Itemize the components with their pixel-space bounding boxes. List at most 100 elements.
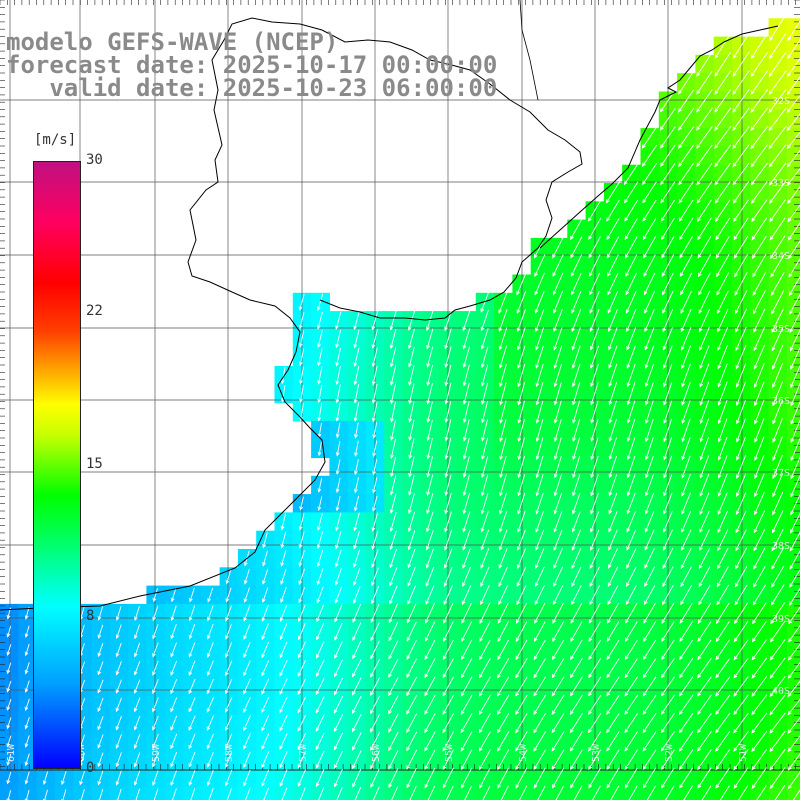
wind-arrow — [481, 437, 489, 460]
wind-arrow — [553, 511, 563, 533]
wind-arrow — [715, 676, 731, 697]
wind-arrow — [769, 199, 786, 223]
wind-arrow — [443, 621, 454, 642]
wind-arrow — [462, 419, 470, 442]
wind-arrow — [97, 770, 104, 786]
wind-cell — [786, 750, 800, 770]
wind-cell — [786, 219, 800, 239]
wind-arrow — [243, 733, 251, 750]
wind-arrow — [642, 713, 657, 734]
wind-cell — [786, 274, 800, 294]
wind-arrow — [788, 258, 800, 278]
wind-arrow — [334, 641, 343, 659]
wind-arrow — [588, 658, 602, 679]
wind-arrow — [589, 254, 601, 277]
wind-arrow — [715, 199, 731, 222]
wind-arrow — [498, 529, 508, 551]
wind-arrow — [607, 566, 619, 588]
wind-arrow — [333, 732, 344, 751]
wind-arrow — [699, 436, 710, 461]
wind-arrow — [515, 639, 528, 661]
wind-arrow — [279, 678, 288, 695]
wind-arrow — [97, 752, 104, 768]
wind-arrow — [444, 492, 452, 515]
wind-arrow — [768, 125, 787, 150]
wind-cell — [786, 622, 800, 642]
wind-arrow — [352, 732, 362, 751]
wind-arrow — [499, 492, 507, 515]
wind-arrow — [644, 363, 655, 388]
wind-arrow — [334, 750, 344, 769]
wind-cell — [622, 786, 642, 800]
wind-arrow — [515, 749, 528, 771]
wind-arrow — [407, 530, 416, 551]
longitude-label: 58W — [224, 743, 235, 762]
wind-arrow — [570, 621, 583, 642]
wind-arrow — [389, 347, 397, 368]
wind-arrow — [481, 364, 489, 387]
wind-arrow — [644, 290, 656, 314]
wind-arrow — [517, 437, 525, 461]
wind-arrow — [732, 70, 750, 95]
wind-arrow — [786, 113, 800, 132]
wind-arrow — [371, 347, 378, 368]
wind-arrow — [442, 694, 454, 715]
wind-arrow — [515, 694, 528, 715]
wind-arrow — [516, 529, 526, 551]
wind-arrow — [316, 311, 323, 330]
wind-arrow — [115, 734, 122, 750]
wind-arrow — [588, 731, 602, 752]
wind-arrow — [335, 329, 342, 349]
wind-arrow — [537, 785, 546, 800]
wind-arrow — [317, 348, 323, 367]
wind-arrow — [715, 749, 731, 771]
wind-arrow — [298, 513, 305, 531]
wind-arrow — [425, 585, 435, 605]
wind-arrow — [697, 749, 712, 771]
wind-arrow — [152, 770, 159, 786]
wind-arrow — [462, 492, 471, 515]
wind-arrow — [662, 272, 674, 296]
wind-arrow — [734, 290, 748, 315]
wind-arrow — [243, 587, 250, 603]
wind-arrow — [462, 456, 470, 479]
wind-arrow — [115, 624, 122, 640]
wind-cell — [292, 786, 312, 800]
wind-arrow — [590, 474, 599, 497]
wind-arrow — [787, 20, 800, 42]
longitude-label: 57W — [298, 743, 309, 762]
wind-arrow — [352, 659, 362, 678]
wind-arrow — [697, 767, 712, 789]
wind-arrow — [535, 327, 545, 351]
wind-arrow — [444, 328, 452, 350]
wind-arrow — [443, 566, 453, 587]
wind-arrow — [624, 236, 638, 259]
wind-arrow — [717, 547, 729, 570]
wind-arrow — [786, 94, 800, 114]
wind-arrow — [497, 767, 509, 789]
wind-arrow — [787, 661, 800, 679]
wind-arrow — [316, 586, 324, 604]
wind-arrow — [533, 712, 547, 734]
wind-arrow — [316, 513, 323, 531]
wind-arrow — [460, 639, 473, 661]
wind-arrow — [733, 639, 749, 661]
wind-arrow — [298, 348, 305, 367]
wind-arrow — [716, 290, 729, 315]
wind-arrow — [551, 694, 565, 715]
wind-arrow — [133, 679, 141, 694]
wind-arrow — [624, 639, 638, 661]
wind-arrow — [498, 290, 508, 314]
wind-arrow — [678, 144, 695, 168]
wind-arrow — [535, 309, 545, 333]
wind-arrow — [299, 384, 304, 403]
wind-arrow — [480, 585, 490, 606]
wind-arrow — [389, 511, 397, 532]
wind-arrow — [389, 567, 398, 587]
wind-arrow — [462, 437, 470, 460]
wind-arrow — [370, 640, 380, 660]
wind-arrow — [408, 346, 415, 368]
wind-cell — [732, 786, 751, 800]
wind-arrow — [624, 713, 639, 734]
latitude-label: 36S — [772, 396, 790, 407]
